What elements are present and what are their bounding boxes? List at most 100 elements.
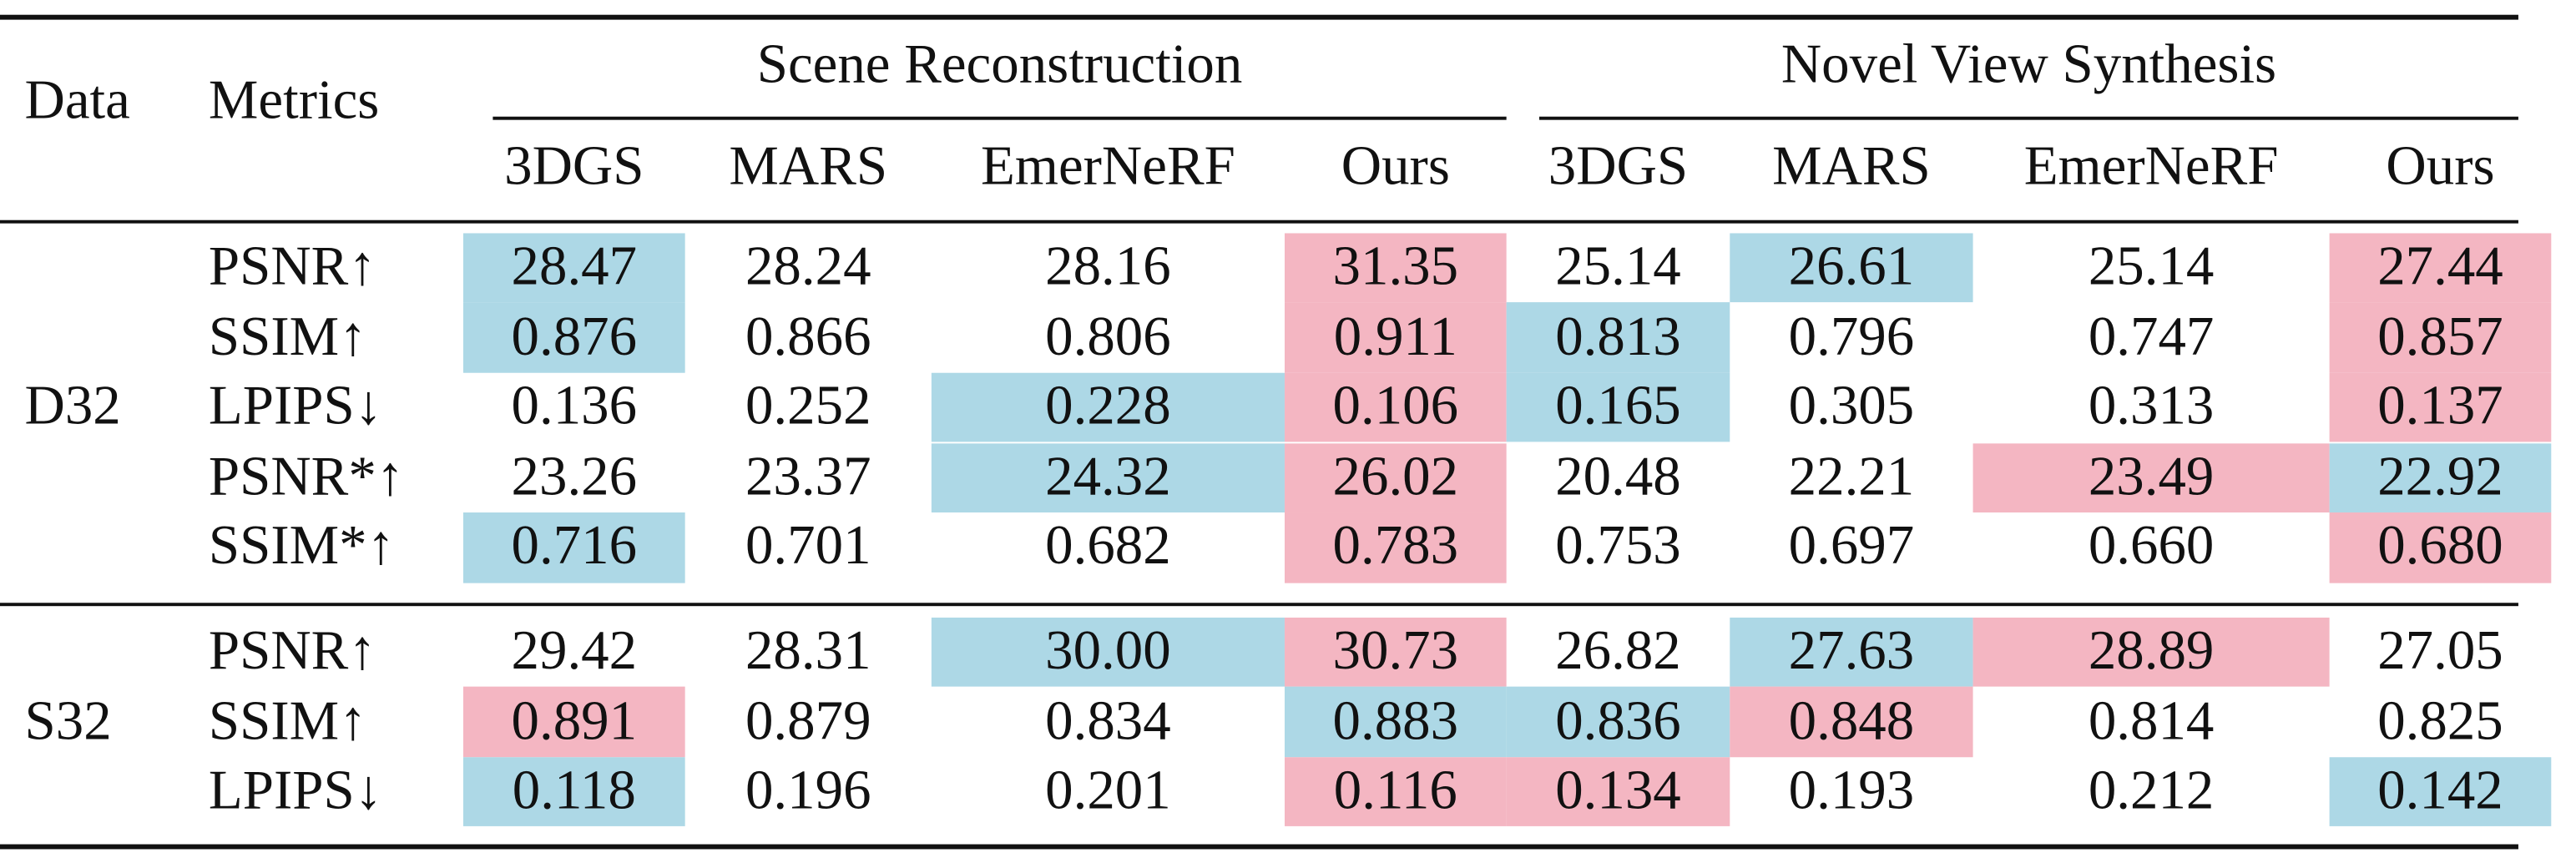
cell-value: 0.252 — [745, 376, 871, 437]
cell-highlight — [2329, 757, 2552, 827]
cell-value: 0.879 — [745, 690, 871, 752]
cell-highlight — [1506, 757, 1730, 827]
cell-value: 0.783 — [1332, 516, 1459, 578]
cell-value: 0.697 — [1788, 516, 1915, 578]
cell-value: 0.313 — [2088, 376, 2215, 437]
cell-value: 0.106 — [1332, 376, 1459, 437]
cell-value: 0.680 — [2377, 516, 2503, 578]
section-label: S32 — [24, 690, 112, 752]
cell-highlight — [1972, 617, 2330, 688]
cell-value: 0.193 — [1788, 760, 1915, 822]
column-header: MARS — [1772, 136, 1931, 198]
cell-value: 0.866 — [745, 306, 871, 368]
cell-highlight — [2329, 442, 2552, 513]
cell-value: 0.305 — [1788, 376, 1915, 437]
cell-value: 0.857 — [2377, 306, 2503, 368]
cell-value: 0.747 — [2088, 306, 2215, 368]
cell-value: 24.32 — [1045, 446, 1171, 507]
cell-value: 0.201 — [1045, 760, 1171, 822]
cell-value: 27.44 — [2377, 236, 2503, 298]
cell-value: 28.16 — [1045, 236, 1171, 298]
cell-value: 28.31 — [745, 620, 871, 682]
cell-value: 0.813 — [1555, 306, 1681, 368]
cell-value: 0.682 — [1045, 516, 1171, 578]
cell-value: 0.753 — [1555, 516, 1681, 578]
group-title: Novel View Synthesis — [1780, 34, 2277, 96]
metric-label: SSIM↑ — [208, 690, 367, 752]
cell-value: 0.142 — [2377, 760, 2503, 822]
cell-highlight — [2329, 372, 2552, 443]
metric-label: PSNR↑ — [208, 236, 376, 298]
cell-value: 27.05 — [2377, 620, 2503, 682]
cell-highlight — [1506, 302, 1730, 373]
metric-label: SSIM↑ — [208, 306, 367, 368]
column-header: Ours — [2386, 136, 2495, 198]
cell-value: 0.806 — [1045, 306, 1171, 368]
cell-value: 0.118 — [512, 760, 636, 822]
cell-value: 28.24 — [745, 236, 871, 298]
cell-value: 0.228 — [1045, 376, 1171, 437]
cell-highlight — [1284, 687, 1507, 758]
cell-value: 0.883 — [1332, 690, 1459, 752]
cell-value: 25.14 — [1555, 236, 1681, 298]
cell-value: 23.49 — [2088, 446, 2215, 507]
cell-value: 25.14 — [2088, 236, 2215, 298]
cell-value: 0.814 — [2088, 690, 2215, 752]
cell-value: 20.48 — [1555, 446, 1681, 507]
cell-value: 0.196 — [745, 760, 871, 822]
cell-value: 0.116 — [1333, 760, 1457, 822]
column-header: MARS — [729, 136, 888, 198]
cell-value: 0.876 — [511, 306, 638, 368]
column-header: Ours — [1341, 136, 1450, 198]
cell-value: 30.73 — [1332, 620, 1459, 682]
cell-highlight — [2329, 302, 2552, 373]
cell-value: 0.911 — [1333, 306, 1457, 368]
column-header: 3DGS — [504, 136, 644, 198]
cell-highlight — [1972, 442, 2330, 513]
cell-value: 28.47 — [511, 236, 638, 298]
cell-value: 0.137 — [2377, 376, 2503, 437]
rule — [492, 117, 1507, 120]
cell-value: 22.92 — [2377, 446, 2503, 507]
cell-highlight — [931, 442, 1285, 513]
cell-value: 0.212 — [2088, 760, 2215, 822]
cell-highlight — [462, 232, 685, 303]
cell-highlight — [1730, 617, 1973, 688]
cell-highlight — [1284, 757, 1507, 827]
cell-highlight — [1506, 687, 1730, 758]
cell-value: 0.136 — [511, 376, 638, 437]
cell-value: 22.21 — [1788, 446, 1915, 507]
cell-highlight — [1730, 687, 1973, 758]
cell-highlight — [1284, 617, 1507, 688]
cell-highlight — [1506, 372, 1730, 443]
cell-value: 23.26 — [511, 446, 638, 507]
cell-highlight — [1730, 232, 1973, 303]
cell-value: 0.165 — [1555, 376, 1681, 437]
cell-highlight — [931, 617, 1285, 688]
cell-value: 27.63 — [1788, 620, 1915, 682]
cell-highlight — [1284, 232, 1507, 303]
metric-label: PSNR*↑ — [208, 446, 405, 507]
column-header: 3DGS — [1548, 136, 1689, 198]
cell-value: 0.701 — [745, 516, 871, 578]
group-title: Scene Reconstruction — [756, 34, 1243, 96]
cell-value: 26.82 — [1555, 620, 1681, 682]
cell-highlight — [1284, 372, 1507, 443]
column-header: EmerNeRF — [2023, 136, 2279, 198]
cell-highlight — [1284, 302, 1507, 373]
header-metrics: Metrics — [208, 70, 380, 132]
cell-highlight — [1284, 442, 1507, 513]
cell-highlight — [2329, 512, 2552, 583]
rule — [0, 220, 2518, 224]
cell-value: 0.796 — [1788, 306, 1915, 368]
cell-highlight — [462, 757, 685, 827]
cell-value: 31.35 — [1332, 236, 1459, 298]
metric-label: PSNR↑ — [208, 620, 376, 682]
cell-value: 30.00 — [1045, 620, 1171, 682]
rule — [0, 843, 2518, 849]
rule — [0, 13, 2518, 19]
metric-label: LPIPS↓ — [208, 760, 383, 822]
metric-label: SSIM*↑ — [208, 516, 396, 578]
header-data: Data — [24, 70, 130, 132]
section-label: D32 — [24, 376, 121, 437]
